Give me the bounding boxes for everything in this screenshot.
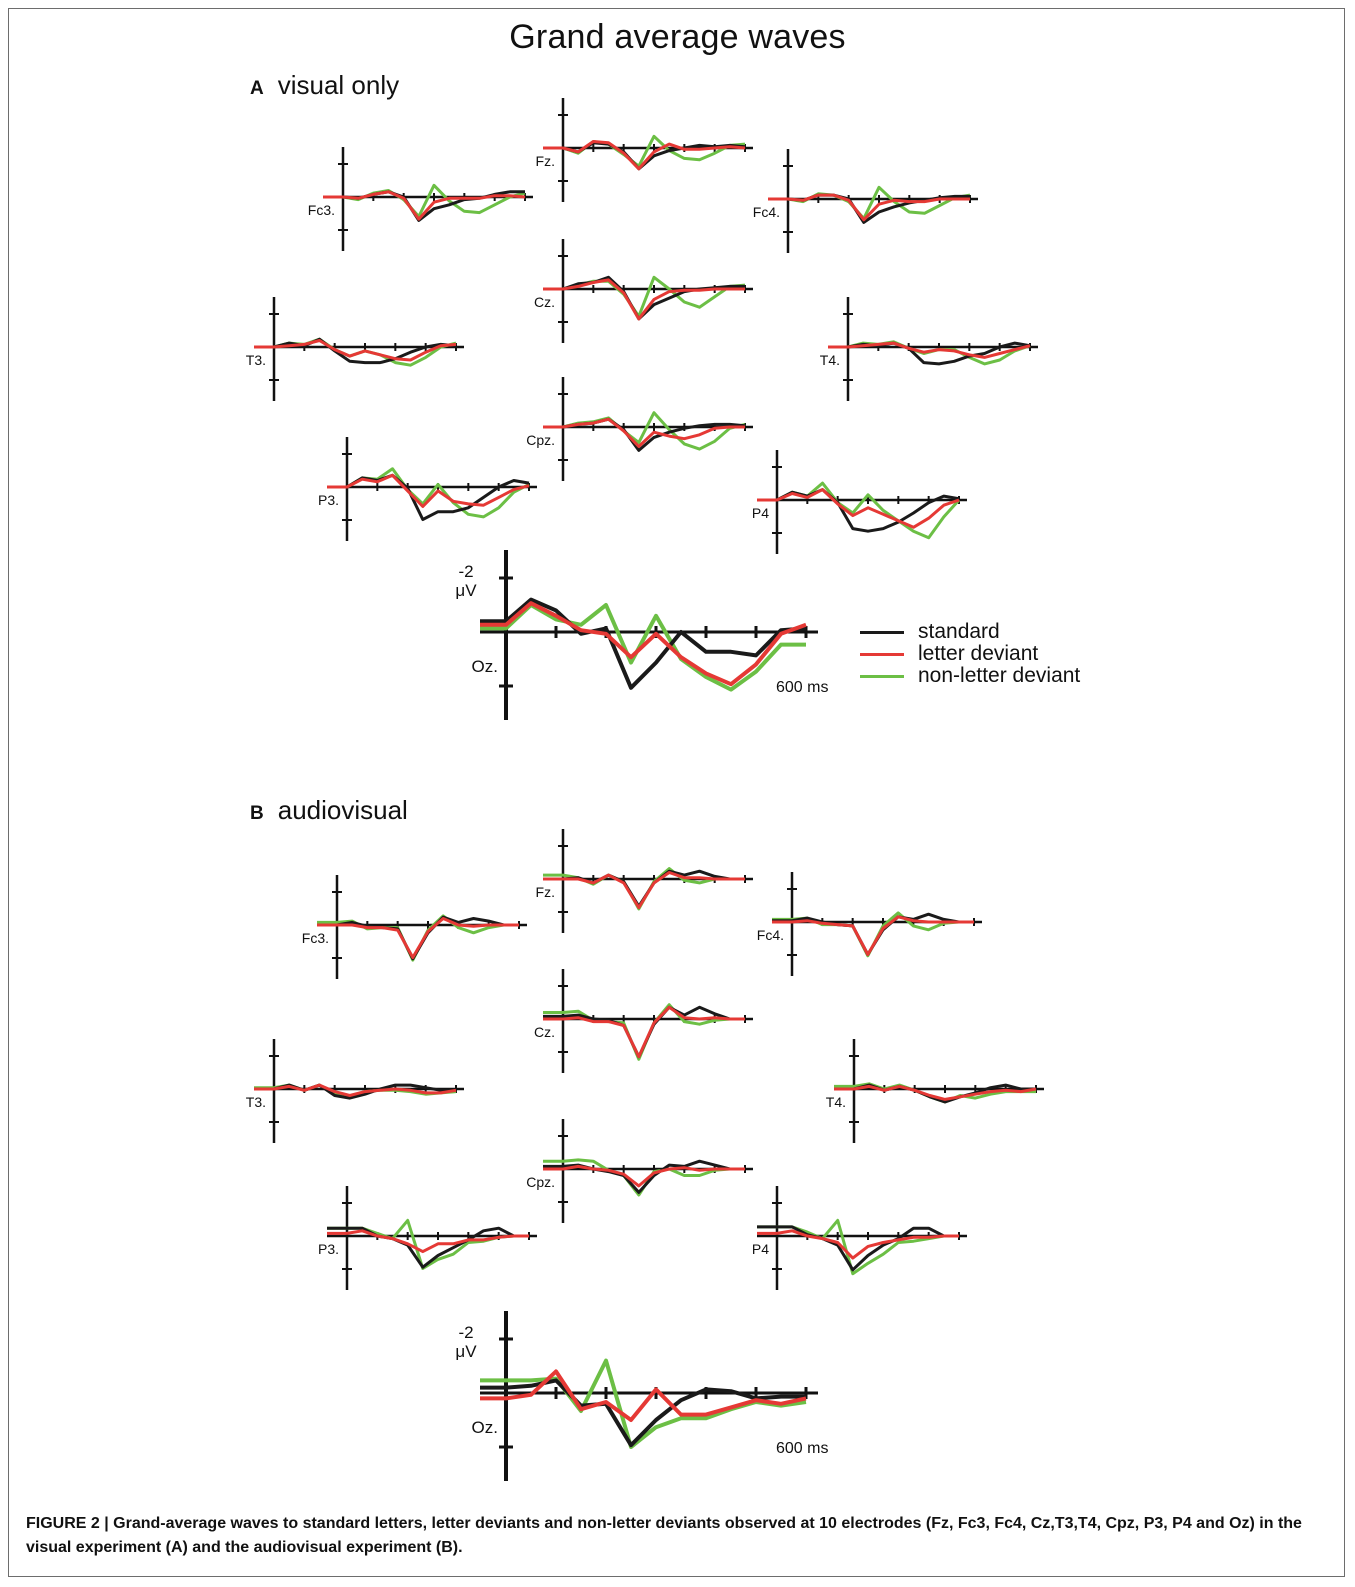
legend-label-letter-deviant: letter deviant xyxy=(918,642,1039,665)
wave-b-p4-letter-deviant xyxy=(757,1229,959,1260)
electrode-label-a-t4: T4. xyxy=(820,352,840,368)
electrode-label-a-p3: P3. xyxy=(318,492,339,508)
wave-b-p3-standard xyxy=(327,1226,529,1269)
legend-label-non-letter-deviant: non-letter deviant xyxy=(918,664,1081,687)
legend-item-letter-deviant: letter deviant xyxy=(860,643,1080,665)
wave-a-t3-standard xyxy=(254,337,457,365)
legend-swatch-standard xyxy=(860,630,904,634)
wave-a-p3-letter-deviant xyxy=(327,473,530,508)
wave-a-cpz-letter-deviant xyxy=(543,417,745,448)
time-end-label-a-oz: 600 ms xyxy=(776,679,828,696)
wave-b-oz-standard xyxy=(480,1378,806,1448)
electrode-label-b-p4: P4 xyxy=(752,1241,769,1257)
wave-b-oz-letter-deviant xyxy=(480,1369,807,1422)
wave-b-fz-letter-deviant xyxy=(543,871,745,910)
erp-plot-area: Fz.Fc3. Fc4.Cz.T3. T4.Cpz.P3.P4Oz.-2μV600 … xyxy=(246,98,1044,1481)
panel-a-letter: A xyxy=(250,78,264,99)
figure-caption: FIGURE 2 | Grand-average waves to standa… xyxy=(26,1515,1302,1556)
electrode-label-b-oz: Oz. xyxy=(472,1418,498,1437)
wave-b-t4-letter-deviant xyxy=(834,1084,1037,1101)
wave-a-p3-non-letter-deviant xyxy=(327,467,530,519)
amp-tick-label-b-oz: -2 xyxy=(458,1323,473,1342)
amp-unit-label-b-oz: μV xyxy=(455,1342,477,1361)
electrode-label-b-cpz: Cpz. xyxy=(526,1174,555,1190)
electrode-label-a-cz: Cz. xyxy=(534,294,555,310)
electrode-label-a-fz: Fz. xyxy=(536,153,555,169)
wave-a-fc3-letter-deviant xyxy=(323,190,526,221)
wave-a-p4-letter-deviant xyxy=(757,488,960,529)
wave-a-cz-letter-deviant xyxy=(543,278,745,321)
electrode-label-b-t3: T3. xyxy=(246,1094,266,1110)
panel-b-title: audiovisual xyxy=(277,795,408,825)
electrode-label-a-fc3: Fc3. xyxy=(308,202,335,218)
panel-b-letter: B xyxy=(250,803,264,824)
time-end-label-b-oz: 600 ms xyxy=(776,1440,828,1457)
wave-b-cpz-letter-deviant xyxy=(543,1164,745,1188)
legend-label-standard: standard xyxy=(918,620,1000,643)
electrode-label-a-t3: T3. xyxy=(246,352,266,368)
electrode-label-b-cz: Cz. xyxy=(534,1024,555,1040)
wave-b-p4-standard xyxy=(757,1225,959,1272)
amp-tick-label-a-oz: -2 xyxy=(458,562,473,581)
electrode-label-a-oz: Oz. xyxy=(472,657,498,676)
electrode-label-b-t4: T4. xyxy=(826,1094,846,1110)
figure-frame xyxy=(8,8,1345,1577)
electrode-label-b-fz: Fz. xyxy=(536,884,555,900)
wave-a-fc4-letter-deviant xyxy=(768,193,970,222)
electrode-label-a-cpz: Cpz. xyxy=(526,432,555,448)
wave-a-t4-letter-deviant xyxy=(828,341,1031,359)
electrode-label-b-fc3: Fc3. xyxy=(302,930,329,946)
panel-a-title: visual only xyxy=(277,70,400,100)
wave-b-p3-letter-deviant xyxy=(327,1229,529,1254)
electrode-label-a-fc4: Fc4. xyxy=(753,204,780,220)
wave-a-fz-letter-deviant xyxy=(543,140,746,171)
figure-title: Grand average waves xyxy=(509,18,846,56)
legend: standard letter deviant non-letter devia… xyxy=(860,621,1080,687)
wave-b-t3-letter-deviant xyxy=(254,1083,457,1097)
amp-unit-label-a-oz: μV xyxy=(455,581,477,600)
wave-b-fc3-letter-deviant xyxy=(317,917,519,959)
legend-item-non-letter-deviant: non-letter deviant xyxy=(860,665,1080,687)
wave-a-oz-standard xyxy=(480,597,807,690)
electrode-label-a-p4: P4 xyxy=(752,505,769,521)
wave-a-t3-letter-deviant xyxy=(254,339,457,362)
electrode-label-b-p3: P3. xyxy=(318,1241,339,1257)
wave-b-fz-non-letter-deviant xyxy=(543,867,745,911)
legend-swatch-non-letter-deviant xyxy=(860,674,904,678)
wave-b-fc4-letter-deviant xyxy=(772,915,974,956)
electrode-label-b-fc4: Fc4. xyxy=(757,927,784,943)
wave-a-oz-letter-deviant xyxy=(480,601,807,687)
legend-item-standard: standard xyxy=(860,621,1080,643)
legend-swatch-letter-deviant xyxy=(860,652,904,656)
wave-b-cz-letter-deviant xyxy=(543,1005,745,1059)
